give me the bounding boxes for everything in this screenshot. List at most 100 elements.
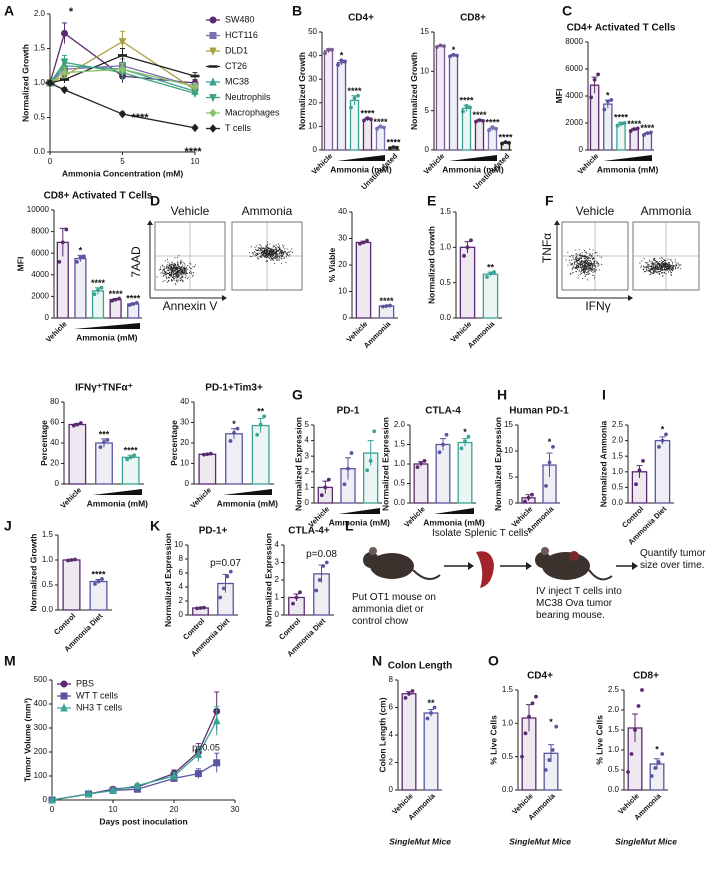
flow-dot [666,263,668,265]
flow-dot [177,271,179,273]
flow-dot [176,274,178,276]
flow-dot [674,266,677,268]
flow-dot [195,264,197,266]
flow-dot [590,270,592,272]
flow-dot [653,264,655,266]
flow-dot [178,270,180,272]
flow-dot [179,269,181,271]
flow-dot [588,254,590,256]
data-point [444,432,449,437]
flow-dot [659,271,661,273]
flow-dot [668,266,670,268]
data-point [626,770,630,774]
data-point [319,493,324,498]
x-axis-label: Days post inoculation [99,816,187,826]
flow-dot [278,259,280,261]
flow-dot [661,258,663,260]
flow-dot [680,264,682,266]
flow-dot [179,280,182,282]
data-point [73,557,77,562]
flow-dot [272,250,274,252]
flow-dot [589,267,591,269]
flow-dot [664,262,666,264]
flow-x-label: Annexin V [163,299,218,313]
flow-dot [646,266,648,268]
flow-dot [588,256,590,259]
data-point [352,96,357,100]
flow-dot [285,252,287,254]
flow-dot [670,259,672,261]
flow-dot [652,262,654,264]
flow-dot [282,252,284,254]
flow-dot [267,249,270,251]
flow-dot [166,281,168,283]
chart-title: CD8+ [460,13,486,24]
significance-label: ** [487,262,495,272]
flow-plot-title: Ammonia [242,204,293,218]
data-point [543,768,548,772]
flow-dot [180,260,182,263]
tumor [569,551,579,561]
data-point [235,426,240,431]
flow-dot [265,254,267,257]
y-tick-label: 0.0 [608,785,620,794]
y-axis-label: % Live Cells [488,715,498,765]
flow-dot [652,267,654,269]
dose-wedge [337,155,385,161]
flow-dot [160,266,162,268]
y-axis-label: Colon Length (cm) [378,697,388,772]
data-point [202,605,206,610]
marker [191,123,199,133]
significance-label: ** [257,407,265,417]
y-tick-label: 20 [180,438,189,447]
y-tick-label: 8 [389,675,394,684]
x-axis-label: Ammonia (mM) [329,517,391,527]
flow-dot [178,266,180,268]
flow-dot [593,268,595,270]
x-tick-label: 0 [50,805,55,814]
flow-dot [576,268,578,271]
flow-dot [271,257,273,259]
data-point [494,126,498,131]
flow-dot [654,269,656,271]
y-tick-label: 0.0 [502,785,514,794]
flow-dot [182,261,184,263]
y-tick-label: 20 [338,260,347,269]
flow-dot [592,263,594,265]
flow-dot [574,266,576,268]
flow-dot [582,272,584,274]
flow-dot [185,271,187,273]
flow-dot [173,264,175,266]
flow-dot [289,254,291,256]
flow-dot [286,252,289,254]
data-point [384,304,389,308]
y-tick-label: 1.5 [612,451,624,460]
bar [68,423,87,485]
flow-dot [262,252,264,254]
flow-dot [583,266,585,268]
flow-dot [264,256,267,258]
flow-dot [585,255,587,258]
flow-dot [575,258,577,260]
arrowhead [468,562,474,570]
marker [84,789,93,798]
flow-dot [258,244,261,246]
flow-dot [587,271,589,273]
bar [461,107,472,151]
flow-dot [656,260,658,262]
data-point [442,44,446,49]
flow-dot [590,254,592,256]
flow-dot [594,271,596,273]
flow-dot [581,264,584,266]
y-axis-label: Tumor Volume (mm³) [22,698,32,782]
flow-dot [669,264,671,266]
bar [62,559,81,611]
significance-label: * [452,45,456,55]
flow-dot [651,272,653,275]
data-point [382,125,386,130]
flow-dot [639,262,641,264]
marker [60,692,68,700]
flow-dot [671,260,673,262]
data-point [75,259,79,264]
flow-dot [174,266,176,268]
